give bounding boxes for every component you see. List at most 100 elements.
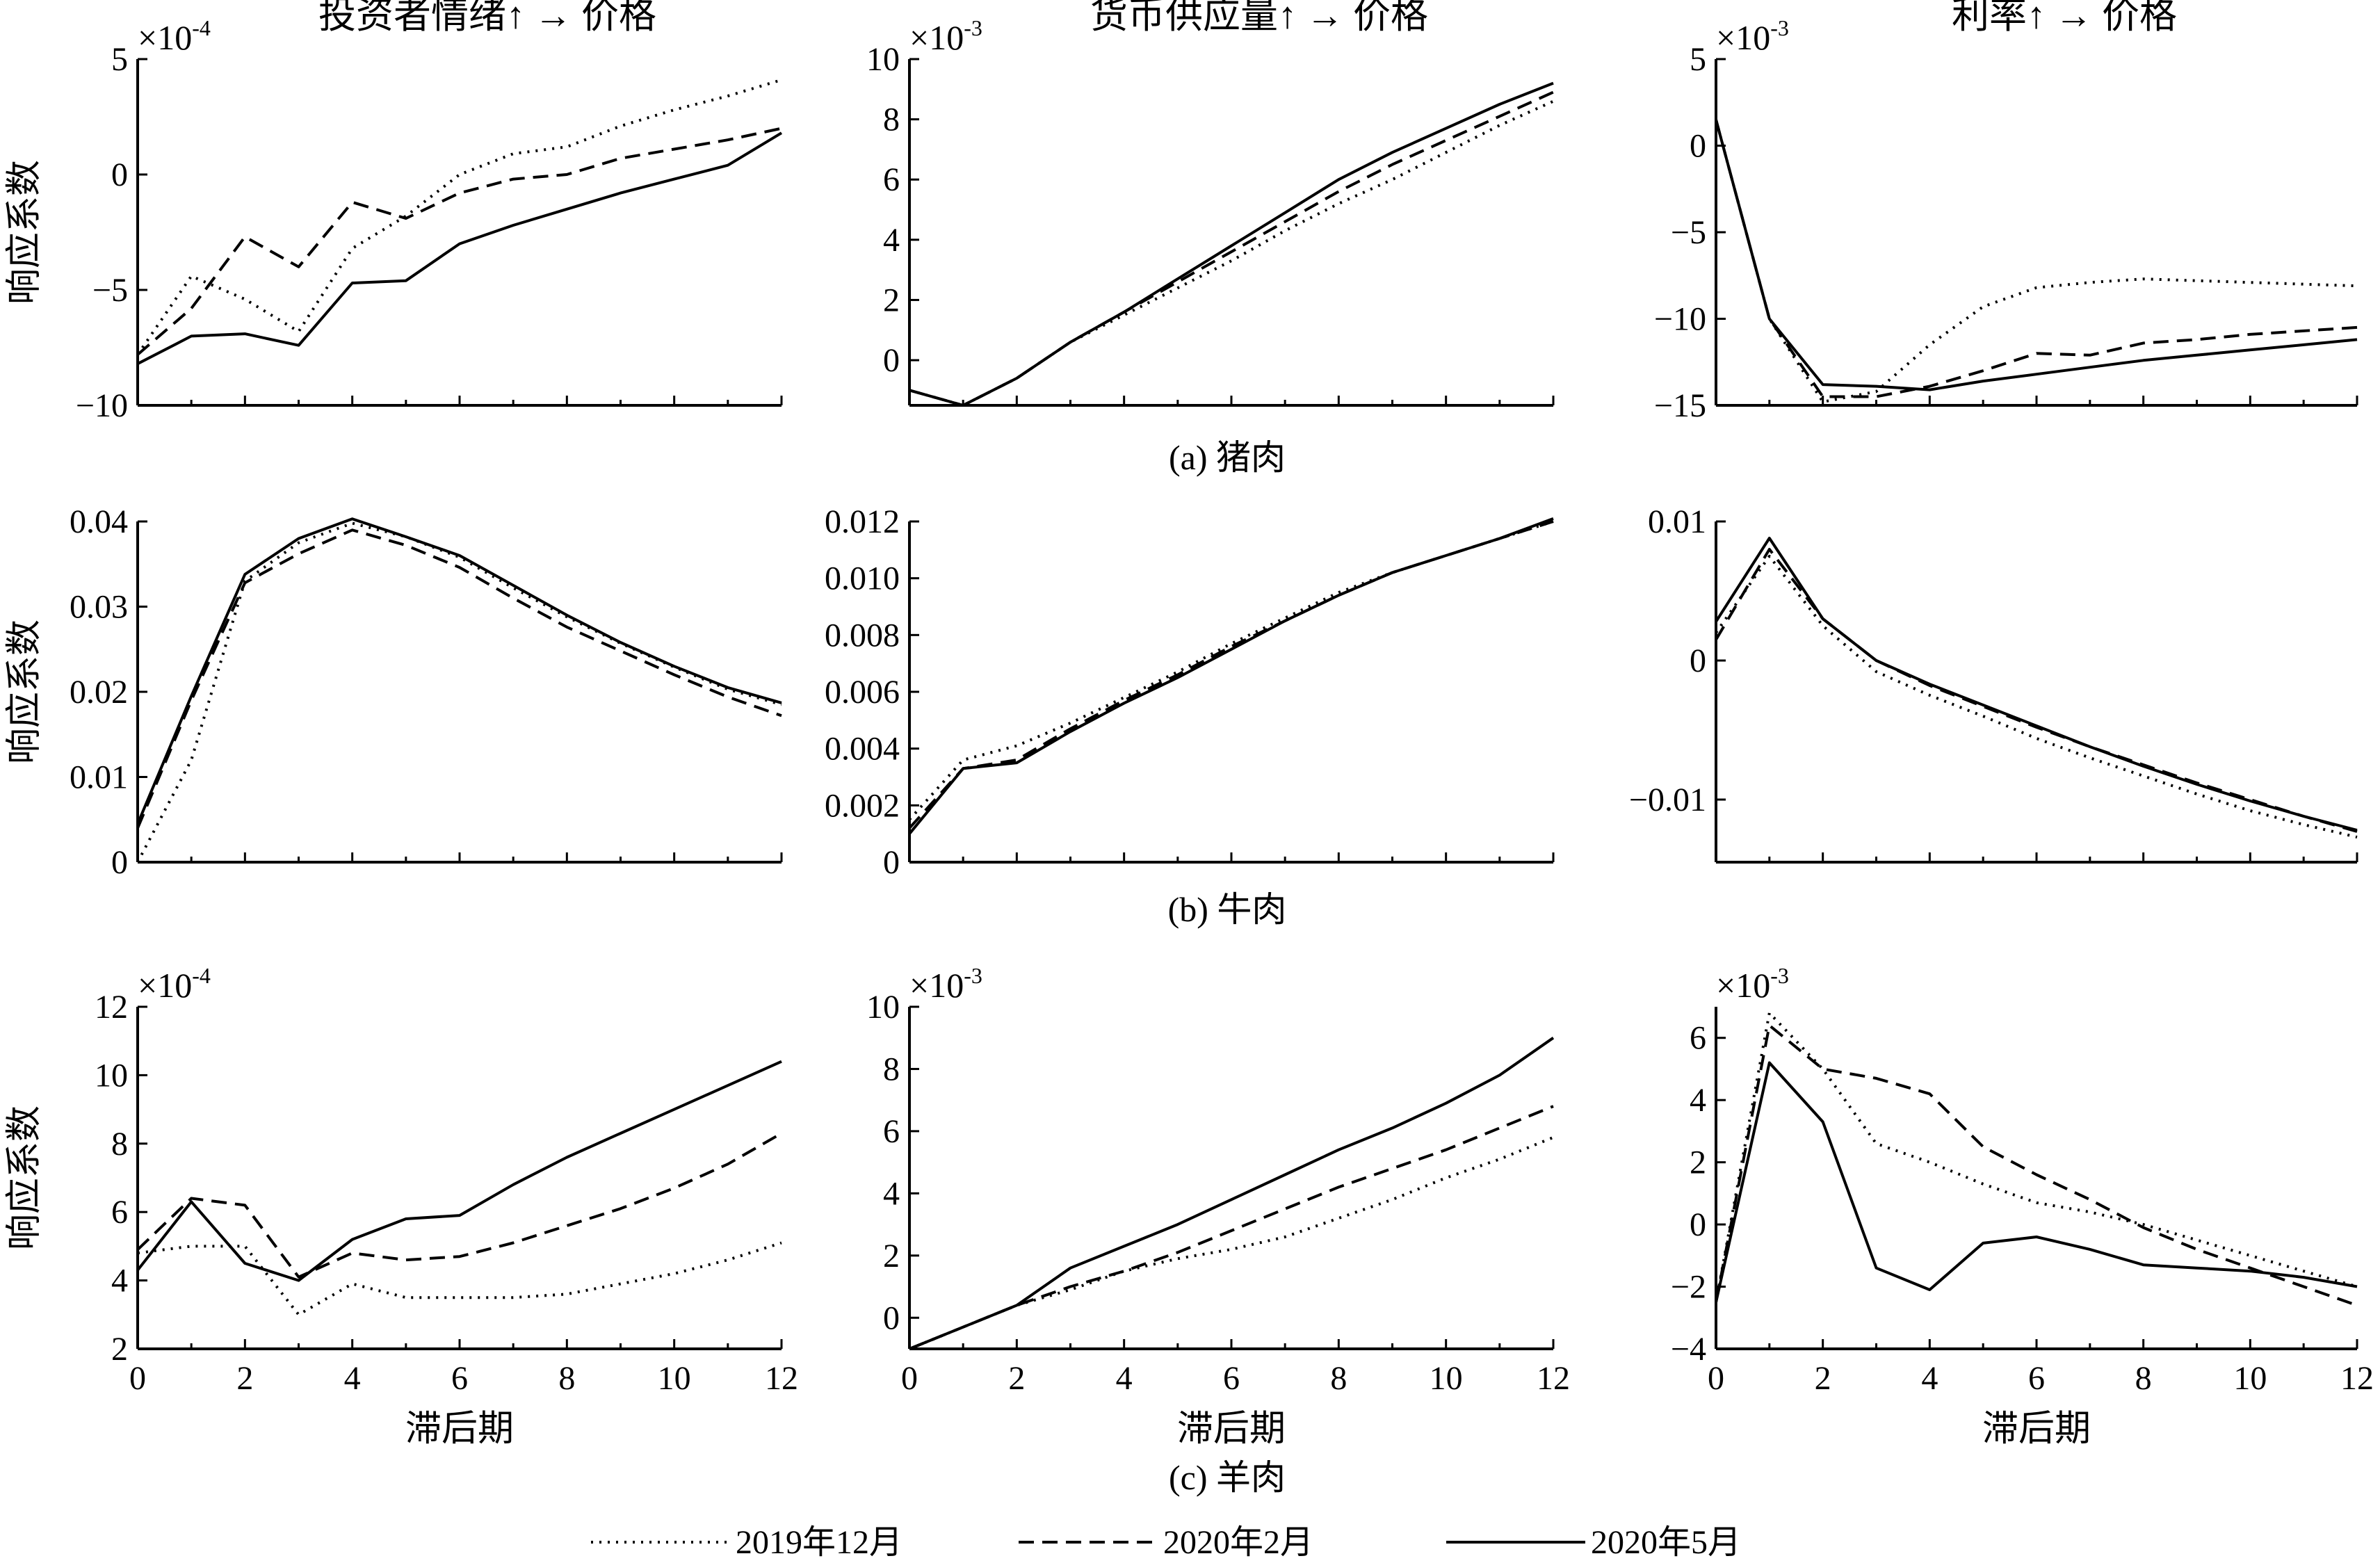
x-tick-label: 2 bbox=[1815, 1360, 1831, 1397]
x-tick-label: 6 bbox=[2028, 1360, 2045, 1397]
y-tick-label: 4 bbox=[883, 222, 900, 259]
axis-multiplier-exponent: -4 bbox=[192, 15, 211, 40]
y-tick-label: 10 bbox=[95, 1057, 128, 1094]
y-axis-label: 响应系数 bbox=[5, 1106, 44, 1250]
panel-title: 利率↑ → 价格 bbox=[1952, 0, 2177, 36]
panel-r1-c1: 0.012 0.010 0.008 0.006 0.004 0.002 0 bbox=[825, 503, 1555, 881]
series-line-2020-02 bbox=[909, 90, 1554, 407]
y-tick-label: 0.006 bbox=[825, 674, 900, 711]
axis-multiplier-exponent: -3 bbox=[964, 963, 982, 988]
panel-title: 货币供应量↑ → 价格 bbox=[1090, 0, 1428, 36]
x-tick-label: 0 bbox=[129, 1360, 146, 1397]
panel-r0-c1: 10 8 6 4 2 0 ×10-3 货币供应量↑ → 价格 bbox=[866, 0, 1555, 407]
series-line-2020-05 bbox=[137, 131, 783, 365]
axis-multiplier: ×10-3 bbox=[909, 15, 982, 57]
y-tick-label: −0.01 bbox=[1629, 782, 1706, 818]
y-tick-label: 6 bbox=[883, 161, 900, 198]
y-tick-label: 0.004 bbox=[825, 731, 900, 768]
x-tick-label: 4 bbox=[1116, 1360, 1133, 1397]
axis-multiplier: ×10-3 bbox=[909, 963, 982, 1005]
series-line-2020-05 bbox=[909, 81, 1554, 407]
y-tick-label: 0 bbox=[883, 1299, 900, 1336]
y-tick-label: −4 bbox=[1671, 1331, 1706, 1368]
axis-multiplier-exponent: -3 bbox=[1770, 15, 1789, 40]
axis-multiplier: ×10-3 bbox=[1716, 15, 1789, 57]
y-tick-label: 10 bbox=[866, 989, 900, 1026]
x-tick-label: 0 bbox=[1708, 1360, 1724, 1397]
y-tick-label: 0 bbox=[1690, 642, 1706, 679]
panel-r2-c1: 0 2 4 6 8 10 12 10 8 6 4 2 0 ×10-3 滞后期 bbox=[866, 963, 1570, 1449]
y-tick-label: 0 bbox=[1690, 1206, 1706, 1243]
axis-multiplier-base: ×10 bbox=[909, 966, 964, 1005]
x-tick-label: 8 bbox=[1330, 1360, 1347, 1397]
y-tick-label: 5 bbox=[1690, 41, 1706, 78]
x-tick-label: 10 bbox=[1430, 1360, 1463, 1397]
y-tick-label: 4 bbox=[1690, 1082, 1706, 1119]
y-tick-label: −5 bbox=[1671, 214, 1706, 251]
axis-multiplier-exponent: -4 bbox=[192, 963, 211, 988]
axis-multiplier: ×10-3 bbox=[1716, 963, 1789, 1005]
x-tick-label: 8 bbox=[2135, 1360, 2152, 1397]
series-line-2020-02 bbox=[136, 528, 782, 829]
series-line-2019-12 bbox=[909, 99, 1554, 407]
x-tick-label: 6 bbox=[451, 1360, 468, 1397]
y-tick-label: 0.04 bbox=[70, 503, 128, 540]
panel-r1-c2: 0.01 0 −0.01 bbox=[1629, 503, 2358, 864]
x-tick-label: 4 bbox=[344, 1360, 361, 1397]
legend-label-2020-02: 2020年2月 bbox=[1163, 1524, 1313, 1561]
panel-r0-c2: 5 0 −5 −10 −15 ×10-3 利率↑ → 价格 bbox=[1654, 0, 2358, 424]
series-line-2020-02 bbox=[1715, 119, 2358, 398]
panel-title: 投资者情绪↑ → 价格 bbox=[318, 0, 656, 36]
series-line-2020-05 bbox=[1715, 1061, 2358, 1303]
series-line-2020-02 bbox=[1715, 1023, 2358, 1307]
series-line-2020-02 bbox=[909, 1105, 1554, 1350]
series-line-2019-12 bbox=[1715, 119, 2358, 403]
y-tick-label: −15 bbox=[1654, 387, 1706, 424]
x-tick-label: 12 bbox=[1537, 1360, 1570, 1397]
axis-multiplier-base: ×10 bbox=[138, 18, 192, 57]
series-line-2020-05 bbox=[136, 1060, 782, 1282]
x-axis-label: 滞后期 bbox=[1982, 1409, 2091, 1449]
axis-multiplier-exponent: -3 bbox=[964, 15, 982, 40]
axis-multiplier-base: ×10 bbox=[1716, 966, 1770, 1005]
y-tick-label: 0 bbox=[1690, 128, 1706, 165]
x-tick-label: 0 bbox=[901, 1360, 918, 1397]
y-tick-label: 0.01 bbox=[1648, 503, 1706, 540]
y-tick-label: −5 bbox=[92, 272, 128, 309]
y-tick-label: 0 bbox=[883, 844, 900, 881]
legend: 2019年12月 2020年2月 2020年5月 bbox=[591, 1524, 1741, 1561]
y-tick-label: 4 bbox=[883, 1175, 900, 1212]
legend-label-2019-12: 2019年12月 bbox=[736, 1524, 902, 1561]
y-tick-label: 2 bbox=[883, 1238, 900, 1274]
y-tick-label: 2 bbox=[111, 1331, 128, 1368]
panel-r1-c0: 0.04 0.03 0.02 0.01 0 响应系数 bbox=[5, 503, 783, 881]
series-line-2020-02 bbox=[136, 127, 782, 356]
series-line-2019-12 bbox=[136, 521, 782, 863]
axis-multiplier-base: ×10 bbox=[1716, 18, 1770, 57]
y-tick-label: 8 bbox=[883, 102, 900, 138]
y-tick-label: 4 bbox=[111, 1263, 128, 1299]
y-tick-label: 0.002 bbox=[825, 787, 900, 824]
x-tick-label: 8 bbox=[558, 1360, 575, 1397]
y-axis-label: 响应系数 bbox=[5, 619, 44, 764]
y-tick-label: 0.010 bbox=[825, 560, 900, 597]
y-tick-label: 6 bbox=[1690, 1020, 1706, 1057]
y-tick-label: 10 bbox=[866, 41, 900, 78]
x-tick-label: 10 bbox=[658, 1360, 691, 1397]
series-line-2020-05 bbox=[1715, 119, 2358, 391]
y-tick-label: 0.03 bbox=[70, 589, 128, 626]
y-tick-label: −10 bbox=[1654, 301, 1706, 338]
y-tick-label: −10 bbox=[76, 387, 128, 424]
row-caption-b: (b) 牛肉 bbox=[1168, 890, 1287, 929]
row-caption-c: (c) 羊肉 bbox=[1169, 1458, 1286, 1497]
y-tick-label: 0.008 bbox=[825, 617, 900, 654]
legend-label-2020-05: 2020年5月 bbox=[1591, 1524, 1741, 1561]
x-tick-label: 12 bbox=[765, 1360, 798, 1397]
axis-multiplier-base: ×10 bbox=[909, 18, 964, 57]
y-tick-label: 8 bbox=[883, 1051, 900, 1087]
x-tick-label: 4 bbox=[1921, 1360, 1938, 1397]
series-line-2020-05 bbox=[1715, 537, 2358, 832]
